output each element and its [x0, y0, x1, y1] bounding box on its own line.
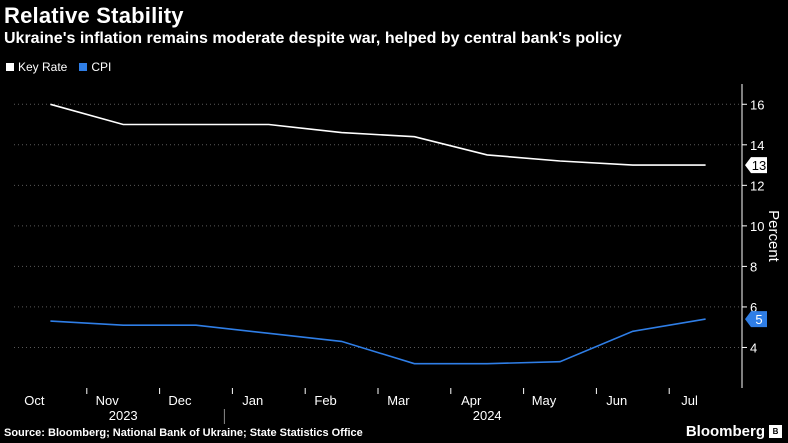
x-tick-label-mar: Mar: [387, 393, 410, 408]
end-label-cpi: 5: [755, 312, 762, 327]
chart-title: Relative Stability: [4, 3, 184, 28]
x-tick-label-jul: Jul: [681, 393, 698, 408]
x-tick-label-apr: Apr: [461, 393, 482, 408]
x-tick-label-jan: Jan: [242, 393, 263, 408]
x-tick-label-oct: Oct: [24, 393, 45, 408]
y-tick-label-6: 6: [750, 300, 757, 315]
legend-swatch-cpi: [79, 63, 88, 71]
legend-label-cpi: CPI: [91, 60, 112, 74]
series-line-key-rate: [50, 103, 706, 166]
legend-swatch-key-rate: [6, 63, 14, 71]
y-tick-label-4: 4: [750, 340, 757, 355]
x-tick-label-nov: Nov: [96, 393, 120, 408]
x-tick-label-dec: Dec: [168, 393, 192, 408]
y-axis-title: Percent: [765, 210, 782, 263]
y-tick-label-10: 10: [750, 219, 764, 234]
bloomberg-icon: B: [769, 425, 782, 438]
end-label-tag-cpi: [745, 311, 767, 328]
end-label-tag-key-rate: [745, 157, 767, 174]
x-tick-label-feb: Feb: [314, 393, 336, 408]
y-tick-label-8: 8: [750, 259, 757, 274]
legend-item-cpi: CPI: [79, 60, 111, 74]
x-tick-label-jun: Jun: [606, 393, 627, 408]
brand-name: Bloomberg: [685, 423, 765, 440]
brand: Bloomberg B: [686, 423, 782, 440]
end-label-key-rate: 13: [752, 158, 766, 173]
series-line-cpi: [50, 318, 706, 365]
source-note: Source: Bloomberg; National Bank of Ukra…: [4, 427, 363, 439]
legend: Key Rate CPI: [6, 60, 111, 74]
chart-subtitle: Ukraine's inflation remains moderate des…: [4, 30, 622, 47]
legend-label-key-rate: Key Rate: [18, 60, 68, 74]
x-year-label-2024: 2024: [473, 408, 502, 423]
y-tick-label-16: 16: [750, 97, 764, 112]
x-tick-label-may: May: [532, 393, 557, 408]
y-tick-label-14: 14: [750, 138, 764, 153]
y-tick-label-12: 12: [750, 178, 764, 193]
x-year-label-2023: 2023: [109, 408, 138, 423]
legend-item-key-rate: Key Rate: [6, 60, 67, 74]
